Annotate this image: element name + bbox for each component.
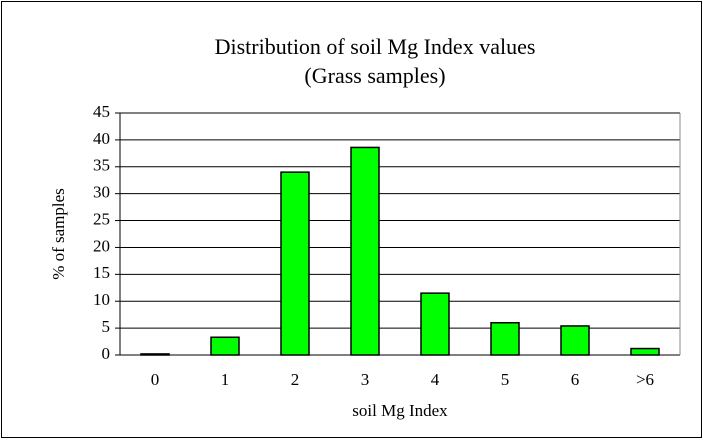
x-tick-label: 0 [151,370,160,389]
bar [560,325,590,356]
y-tick-label: 5 [102,317,111,336]
x-tick-label: 3 [361,370,370,389]
bar [140,353,170,356]
y-tick-label: 40 [93,129,110,148]
y-tick-label: 30 [93,183,110,202]
x-tick-label: 1 [221,370,230,389]
x-tick-label: >6 [636,370,654,389]
y-tick-label: 0 [102,344,111,363]
y-tick-label: 25 [93,209,110,228]
bar [490,321,520,356]
y-tick-label: 10 [93,290,110,309]
y-axis-label: % of samples [49,188,68,280]
bar [280,171,310,356]
bar [420,292,450,356]
x-tick-label: 4 [431,370,440,389]
bar [350,146,380,356]
chart-subtitle: (Grass samples) [304,63,445,88]
y-tick-label: 35 [93,156,110,175]
x-tick-label: 5 [501,370,510,389]
y-tick-label: 20 [93,236,110,255]
x-tick-label: 6 [571,370,580,389]
x-tick-label: 2 [291,370,300,389]
x-axis-label: soil Mg Index [352,401,448,420]
bar [210,336,240,356]
chart-title: Distribution of soil Mg Index values [215,34,536,59]
y-tick-label: 15 [93,263,110,282]
bar [630,347,660,356]
y-tick-label: 45 [93,102,110,121]
